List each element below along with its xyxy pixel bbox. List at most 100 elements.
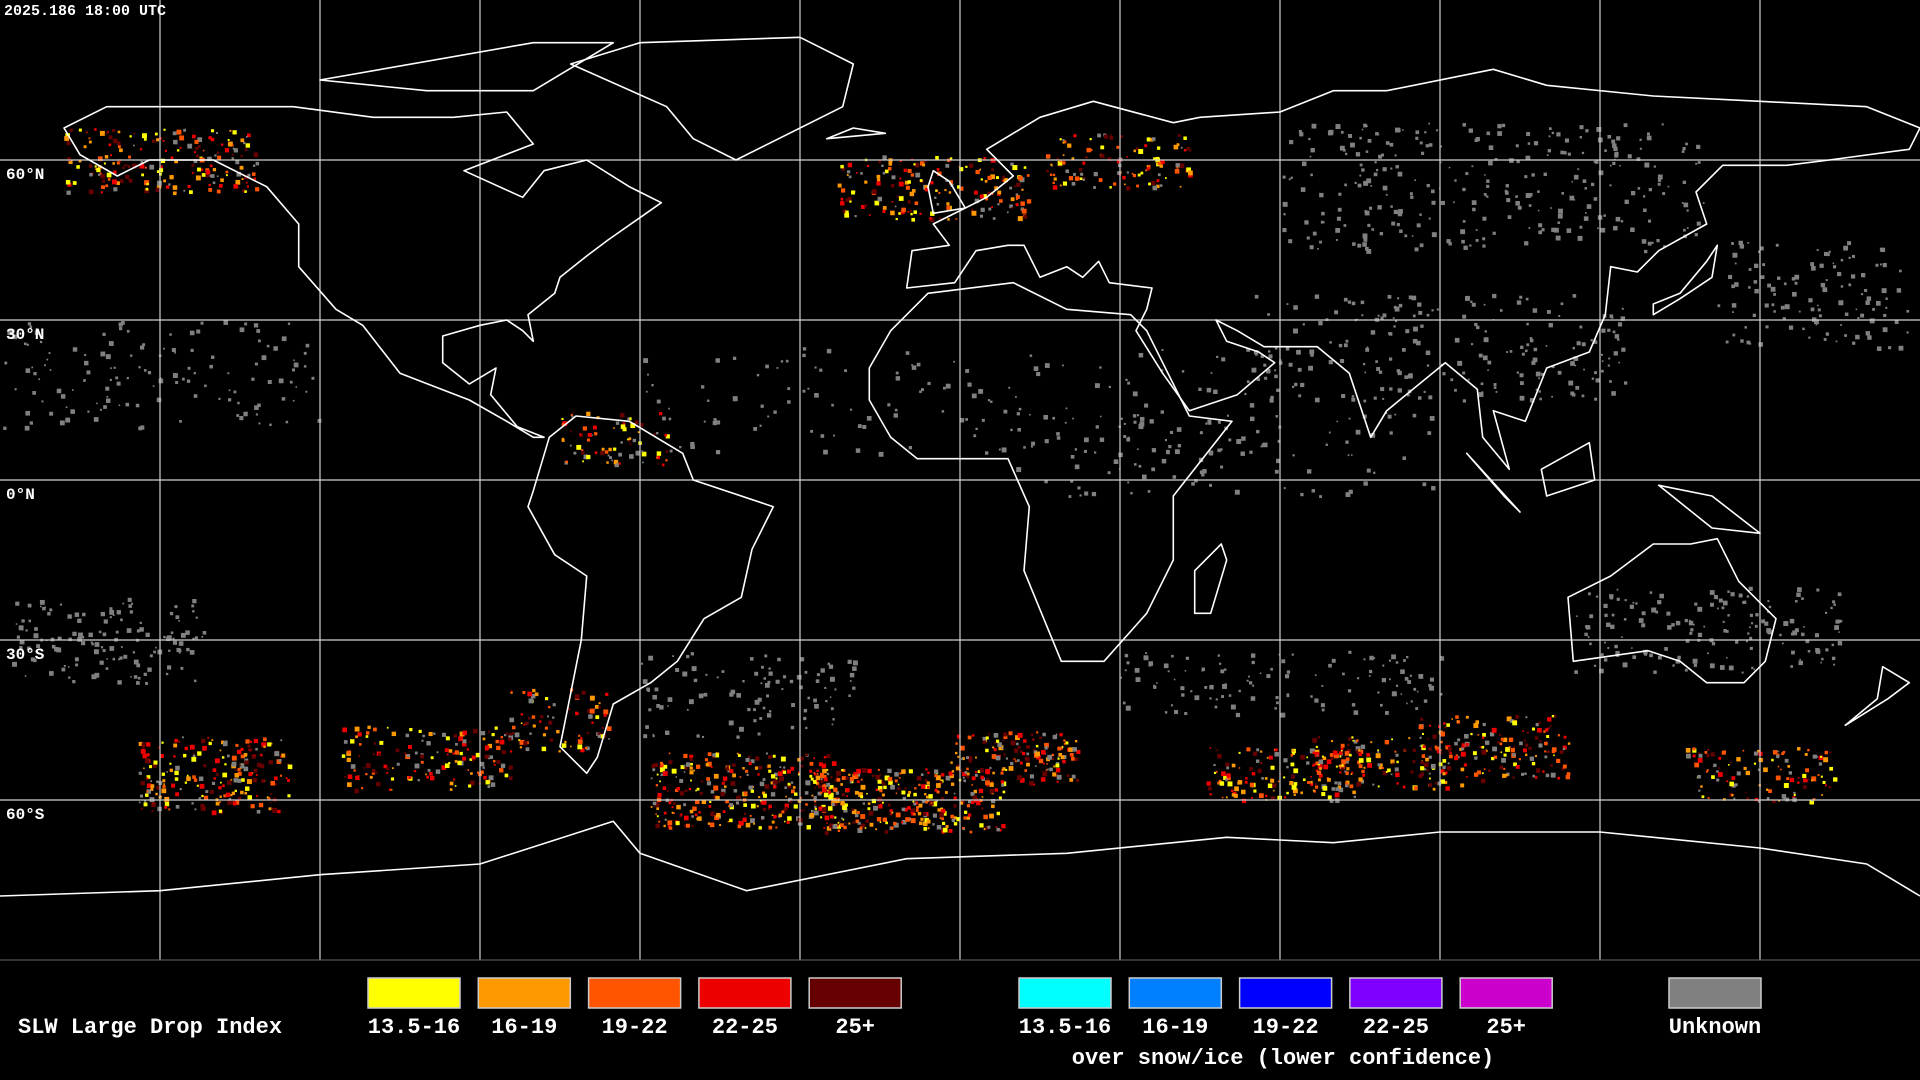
data-speckle bbox=[1261, 443, 1265, 447]
data-speckle bbox=[1617, 322, 1623, 327]
data-speckle bbox=[953, 816, 957, 820]
data-speckle bbox=[1749, 636, 1753, 640]
data-speckle bbox=[1817, 774, 1820, 777]
data-speckle bbox=[1545, 773, 1550, 778]
data-speckle bbox=[895, 371, 899, 375]
data-speckle bbox=[1867, 335, 1872, 340]
data-speckle bbox=[1190, 690, 1193, 693]
data-speckle bbox=[869, 822, 874, 827]
data-speckle bbox=[1001, 783, 1005, 787]
data-speckle bbox=[552, 716, 555, 719]
data-speckle bbox=[253, 152, 259, 158]
data-speckle bbox=[1743, 766, 1747, 771]
data-speckle bbox=[1429, 685, 1435, 691]
data-speckle bbox=[820, 434, 825, 438]
data-speckle bbox=[1173, 144, 1179, 150]
data-speckle bbox=[956, 734, 961, 739]
data-speckle bbox=[909, 209, 913, 213]
data-speckle bbox=[860, 172, 863, 175]
data-speckle bbox=[758, 826, 762, 830]
data-speckle bbox=[1802, 773, 1807, 779]
data-speckle bbox=[236, 414, 240, 417]
data-speckle bbox=[468, 784, 472, 788]
data-speckle bbox=[236, 171, 242, 177]
data-speckle bbox=[88, 632, 93, 638]
data-speckle bbox=[1663, 245, 1666, 248]
data-speckle bbox=[561, 417, 564, 421]
data-speckle bbox=[882, 155, 887, 160]
data-speckle bbox=[1865, 300, 1870, 305]
data-speckle bbox=[182, 736, 184, 739]
data-speckle bbox=[969, 830, 973, 834]
data-speckle bbox=[707, 822, 711, 825]
data-speckle bbox=[1371, 228, 1375, 231]
data-speckle bbox=[1202, 469, 1207, 474]
data-speckle bbox=[778, 781, 780, 783]
data-speckle bbox=[1268, 755, 1273, 760]
data-speckle bbox=[968, 163, 974, 168]
data-speckle bbox=[1883, 313, 1887, 318]
data-speckle bbox=[144, 166, 147, 169]
data-speckle bbox=[112, 138, 118, 144]
data-speckle bbox=[818, 806, 823, 811]
coastline bbox=[1657, 484, 1761, 535]
data-speckle bbox=[937, 808, 941, 812]
data-speckle bbox=[1475, 229, 1478, 231]
data-speckle bbox=[1722, 600, 1728, 606]
data-speckle bbox=[1002, 175, 1006, 179]
data-speckle bbox=[1614, 644, 1618, 649]
data-speckle bbox=[1219, 662, 1222, 665]
data-speckle bbox=[228, 389, 231, 392]
data-speckle bbox=[247, 744, 251, 748]
data-speckle bbox=[1398, 209, 1403, 214]
data-speckle bbox=[343, 740, 348, 744]
data-speckle bbox=[1035, 744, 1039, 748]
data-speckle bbox=[878, 451, 884, 457]
data-speckle bbox=[836, 778, 841, 782]
data-speckle bbox=[375, 771, 378, 774]
data-speckle bbox=[842, 805, 847, 810]
data-speckle bbox=[1059, 184, 1062, 187]
data-speckle bbox=[1590, 339, 1593, 342]
data-speckle bbox=[767, 764, 771, 768]
data-speckle bbox=[1817, 308, 1821, 312]
legend-label: 19-22 bbox=[1253, 1015, 1319, 1040]
data-speckle bbox=[1046, 763, 1048, 765]
data-speckle bbox=[614, 462, 619, 468]
data-speckle bbox=[1601, 369, 1604, 373]
data-speckle bbox=[305, 390, 308, 393]
data-speckle bbox=[83, 145, 87, 149]
data-speckle bbox=[924, 792, 927, 796]
data-speckle bbox=[907, 793, 911, 797]
data-speckle bbox=[665, 730, 670, 735]
data-speckle bbox=[1090, 148, 1093, 152]
data-speckle bbox=[1586, 204, 1592, 209]
data-speckle bbox=[1436, 129, 1439, 132]
data-speckle bbox=[1274, 369, 1277, 372]
data-speckle bbox=[96, 402, 98, 405]
data-speckle bbox=[1449, 751, 1452, 754]
data-speckle bbox=[245, 786, 250, 791]
data-speckle bbox=[244, 411, 248, 415]
data-speckle bbox=[1475, 238, 1479, 242]
data-speckle bbox=[701, 735, 705, 739]
data-speckle bbox=[837, 823, 839, 826]
legend-label: 25+ bbox=[1486, 1015, 1526, 1040]
data-speckle bbox=[1898, 345, 1904, 351]
data-speckle bbox=[1428, 217, 1431, 220]
data-speckle bbox=[1436, 749, 1441, 754]
data-speckle bbox=[196, 329, 201, 334]
data-speckle bbox=[894, 205, 897, 208]
data-speckle bbox=[172, 637, 175, 640]
data-speckle bbox=[218, 184, 223, 188]
data-speckle bbox=[1875, 300, 1881, 306]
data-speckle bbox=[1367, 223, 1371, 227]
data-speckle bbox=[926, 786, 930, 789]
data-speckle bbox=[1145, 652, 1148, 655]
data-speckle bbox=[944, 188, 947, 192]
data-speckle bbox=[365, 735, 369, 738]
data-speckle bbox=[1418, 310, 1423, 315]
data-speckle bbox=[1482, 355, 1488, 361]
data-speckle bbox=[1381, 677, 1387, 683]
data-speckle bbox=[792, 786, 796, 789]
